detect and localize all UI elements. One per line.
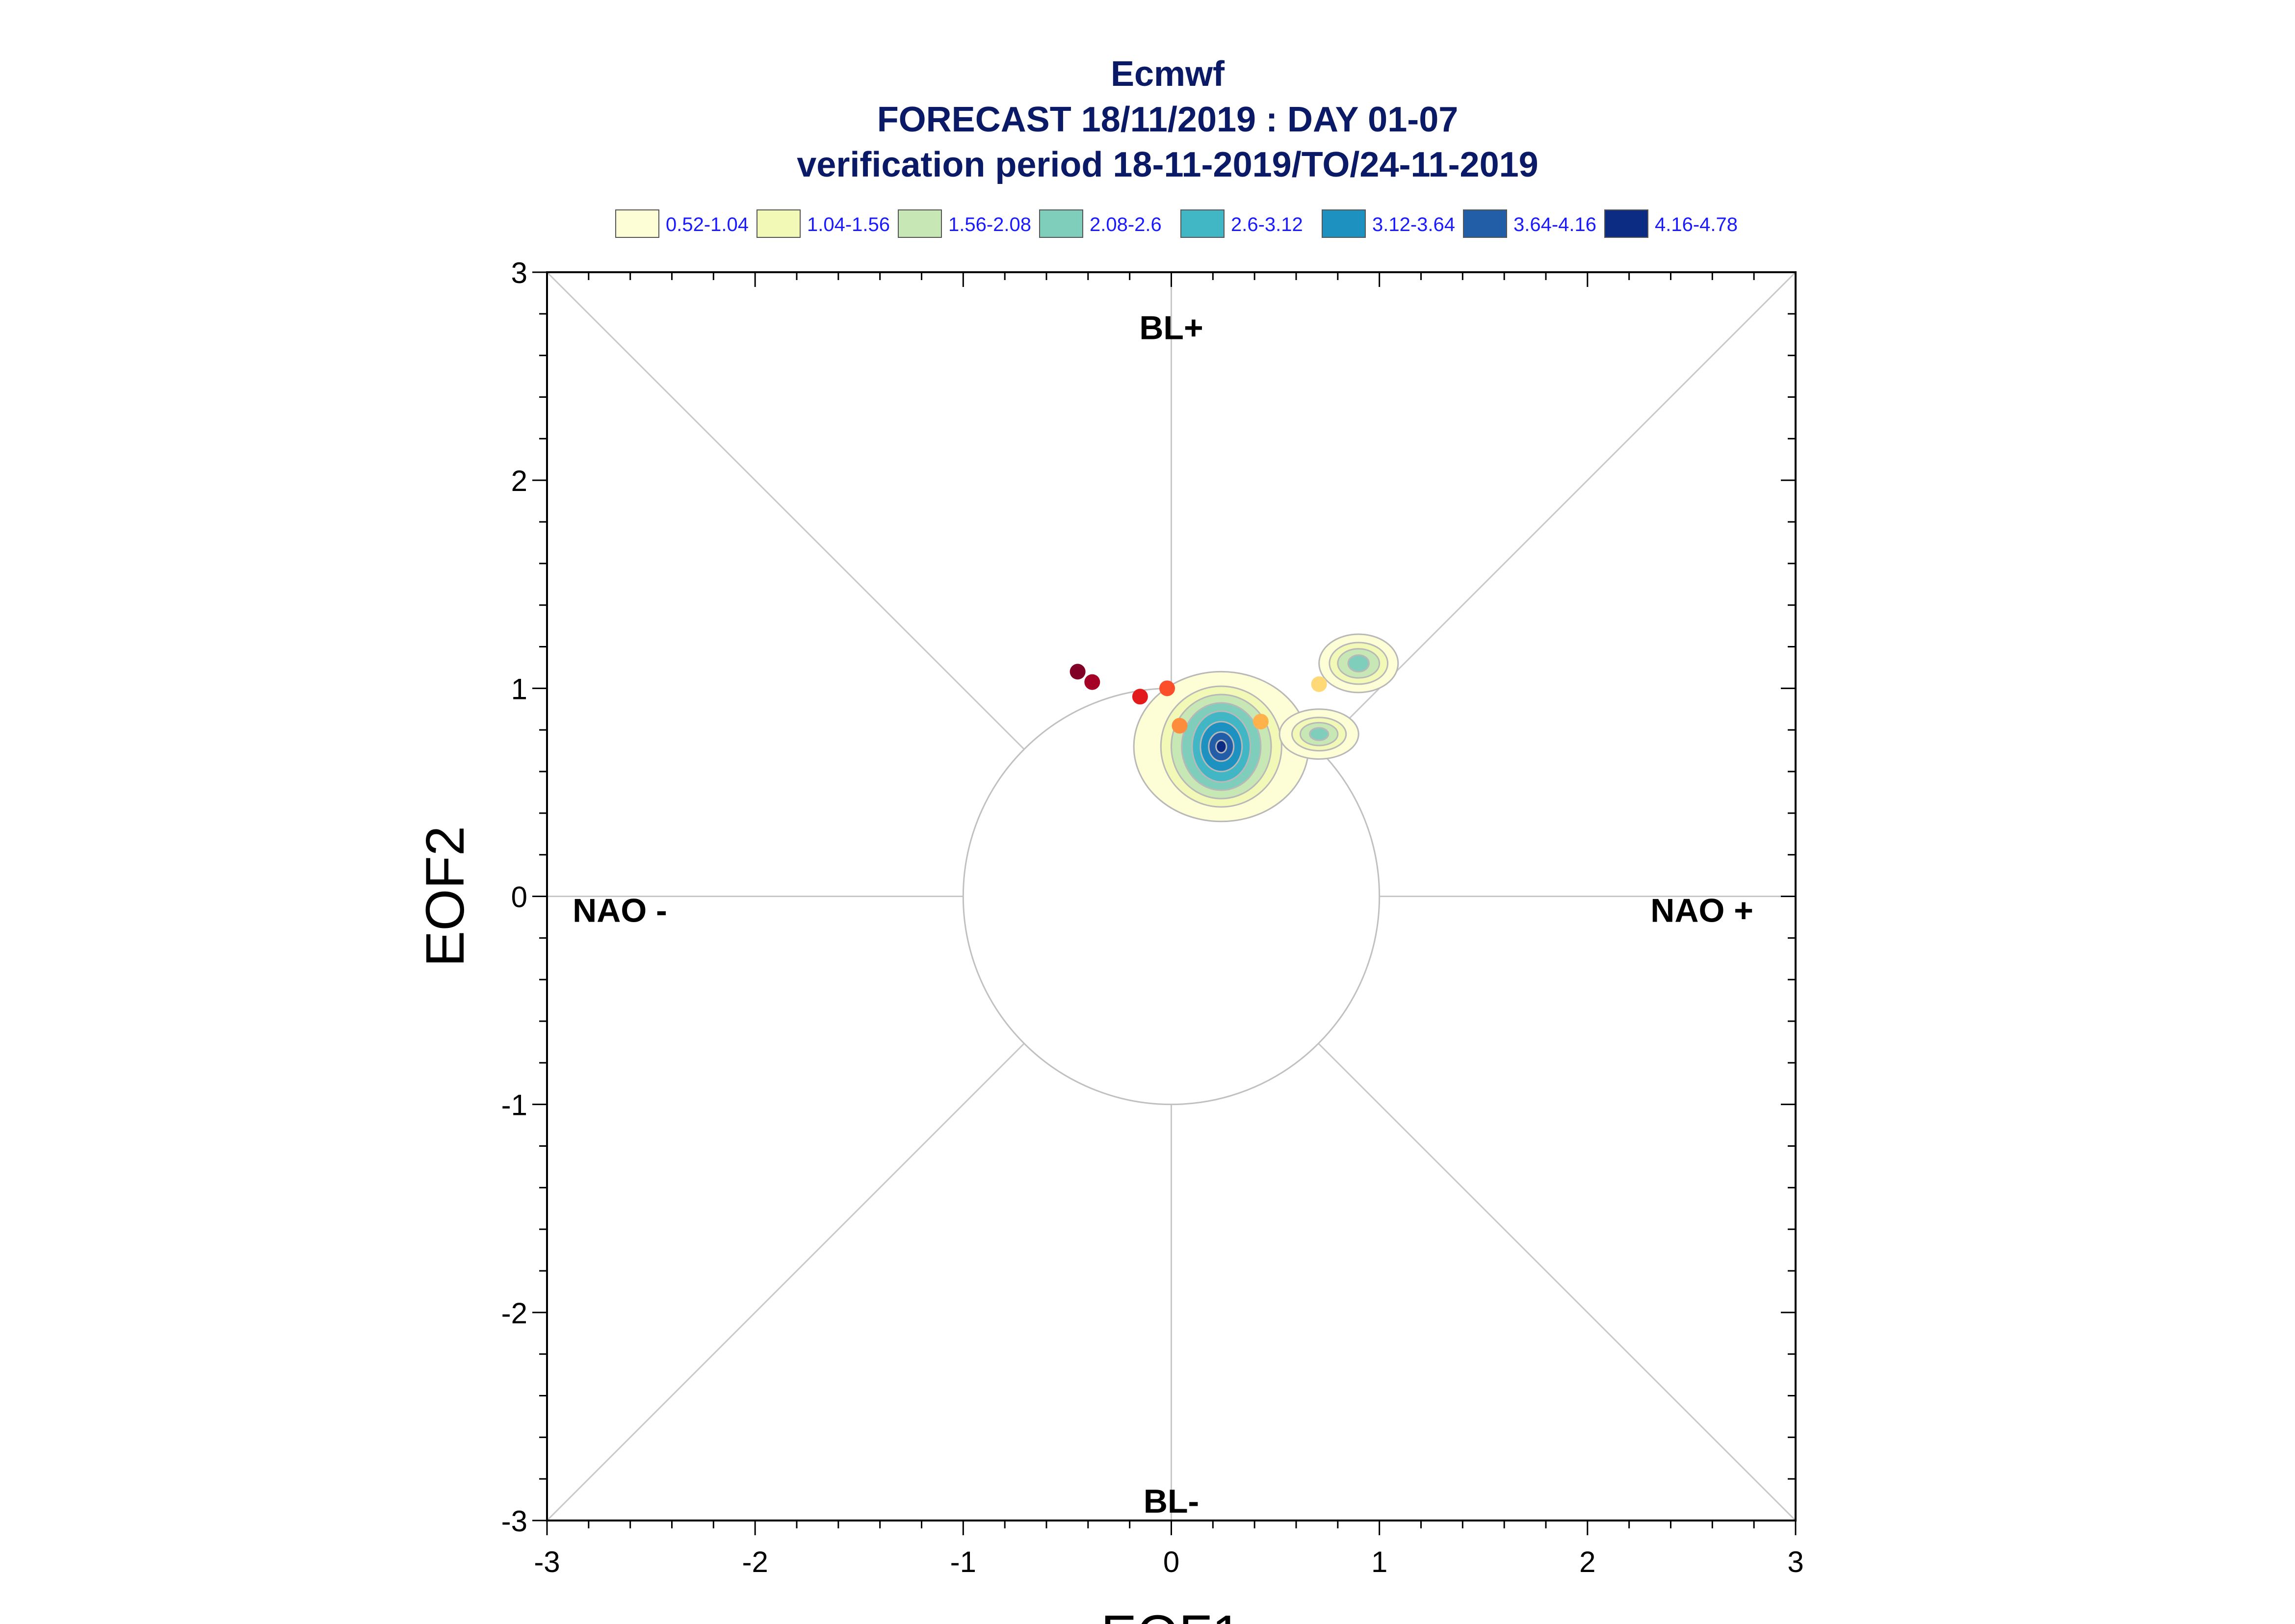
x-tick-label: 3: [1787, 1546, 1803, 1578]
legend-label: 2.08-2.6: [1090, 214, 1162, 235]
x-tick-label: 1: [1371, 1546, 1387, 1578]
x-tick-label: 0: [1163, 1546, 1179, 1578]
legend-label: 0.52-1.04: [666, 214, 749, 235]
density-contour: [1309, 727, 1330, 741]
legend-label: 1.04-1.56: [807, 214, 890, 235]
title-line-2: FORECAST 18/11/2019 : DAY 01-07: [877, 100, 1459, 139]
x-axis-title: EOF1: [1101, 1604, 1242, 1624]
x-tick-label: -3: [534, 1546, 560, 1578]
chart-title: Ecmwf FORECAST 18/11/2019 : DAY 01-07 ve…: [797, 54, 1538, 184]
y-tick-label: -1: [501, 1089, 527, 1122]
regime-point: [1159, 680, 1175, 696]
axis-ticks: -3 -2 -1 0 1 2 3 -3 -2 -1 0 1 2 3: [501, 257, 1804, 1578]
legend-label: 3.12-3.64: [1372, 214, 1455, 235]
title-line-1: Ecmwf: [1111, 54, 1225, 94]
legend: 0.52-1.04 1.04-1.56 1.56-2.08 2.08-2.6 2.6-3…: [615, 209, 1738, 238]
regime-point: [1252, 714, 1269, 730]
legend-label: 1.56-2.08: [948, 214, 1031, 235]
y-tick-label: 1: [511, 672, 527, 705]
regime-label: BL-: [1144, 1483, 1199, 1520]
regime-points: [1069, 664, 1327, 734]
legend-swatch: [1039, 209, 1083, 238]
plot-area: BL+ BL- NAO - NAO + -3 -2 -1 0 1 2 3 -3 -2 -1 0 1 2 3: [501, 257, 1804, 1578]
regime-point: [1069, 664, 1086, 680]
legend-swatch: [615, 209, 659, 238]
density-contours: [1133, 633, 1399, 823]
legend-label: 4.16-4.78: [1655, 214, 1738, 235]
regime-point: [1084, 674, 1100, 690]
legend-swatch: [1463, 209, 1507, 238]
y-tick-label: 0: [511, 881, 527, 914]
x-tick-label: -2: [742, 1546, 768, 1578]
regime-label: BL+: [1139, 309, 1203, 347]
legend-swatch: [1322, 209, 1366, 238]
legend-swatch: [756, 209, 801, 238]
regime-point: [1311, 676, 1327, 692]
legend-label: 2.6-3.12: [1231, 214, 1303, 235]
regime-point: [1132, 689, 1148, 705]
legend-swatch: [1604, 209, 1648, 238]
regime-labels: BL+ BL- NAO - NAO +: [573, 309, 1753, 1520]
x-tick-label: -1: [950, 1546, 976, 1578]
legend-swatch: [898, 209, 942, 238]
title-line-3: verification period 18-11-2019/TO/24-11-…: [797, 145, 1538, 184]
regime-label: NAO -: [573, 892, 667, 929]
legend-swatch: [1180, 209, 1225, 238]
legend-label: 3.64-4.16: [1513, 214, 1596, 235]
density-contour: [1215, 739, 1227, 754]
x-tick-label: 2: [1579, 1546, 1595, 1578]
regime-label: NAO +: [1650, 892, 1753, 929]
y-axis-title: EOF2: [415, 826, 475, 967]
regime-point: [1172, 718, 1188, 734]
y-tick-label: 3: [511, 257, 527, 289]
density-contour: [1347, 654, 1370, 672]
y-tick-label: -3: [501, 1505, 527, 1538]
y-tick-label: 2: [511, 464, 527, 497]
y-tick-label: -2: [501, 1297, 527, 1330]
